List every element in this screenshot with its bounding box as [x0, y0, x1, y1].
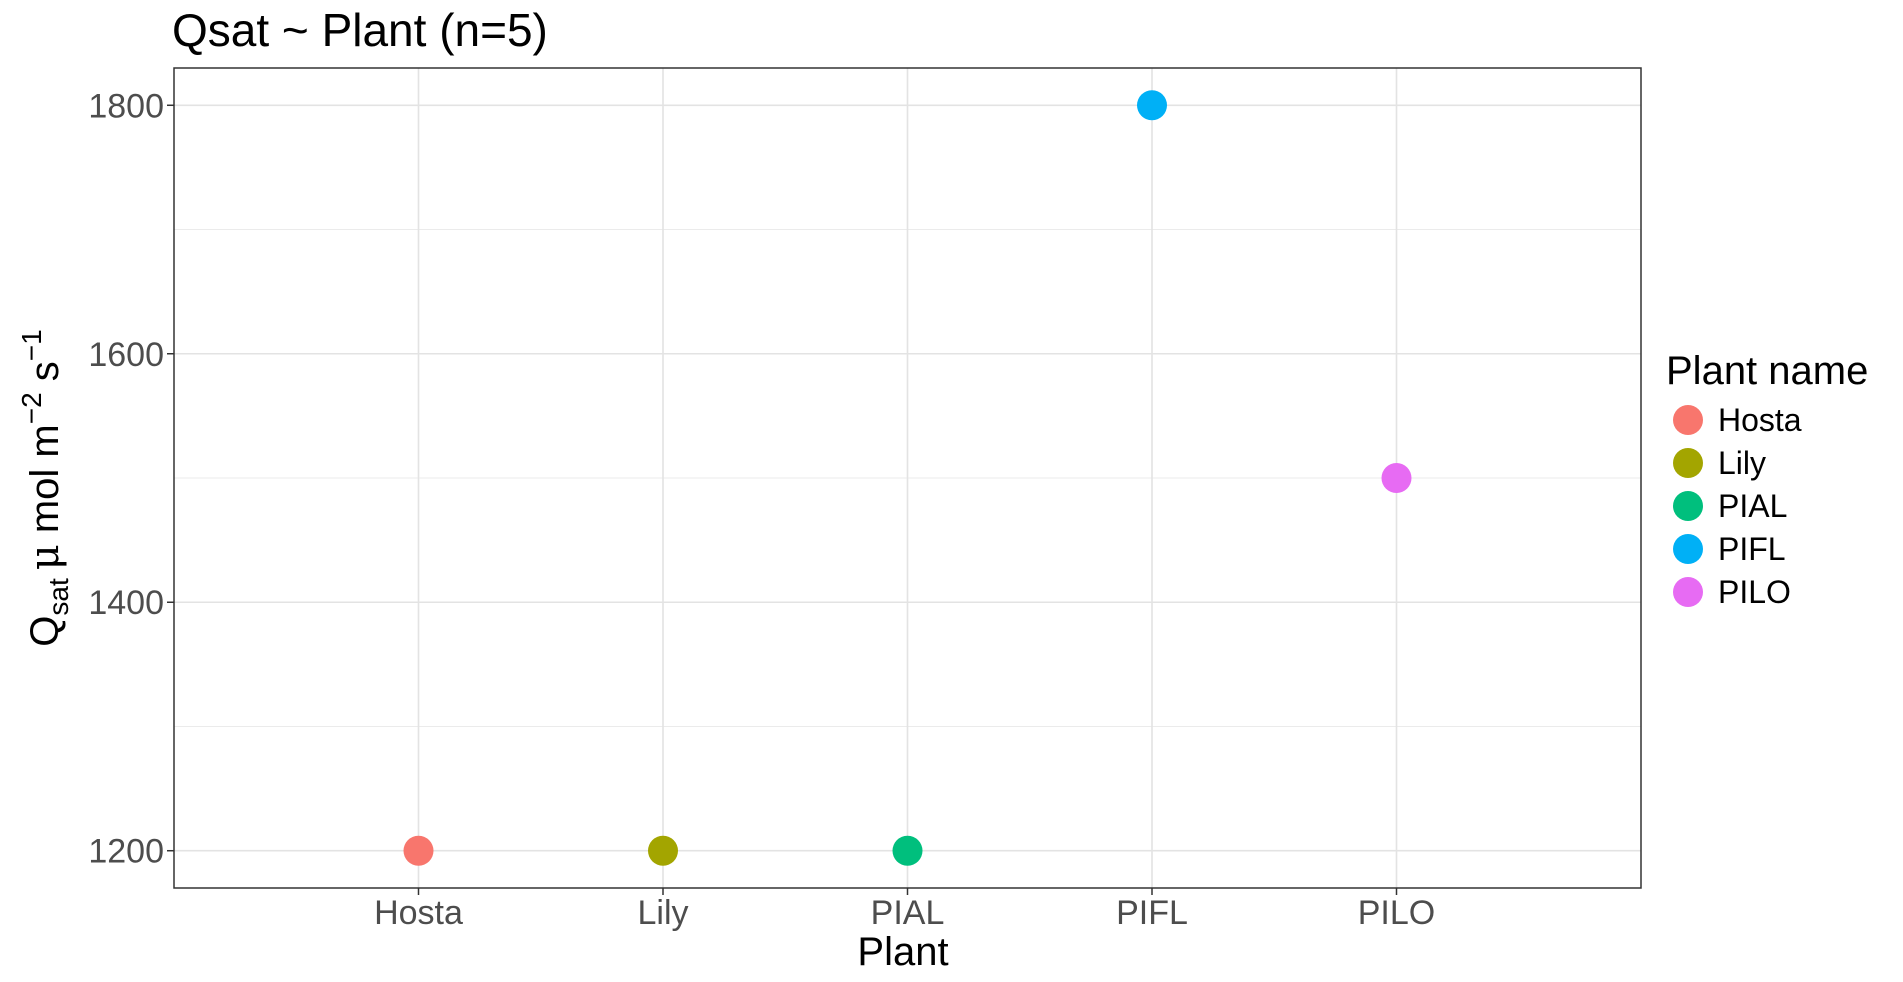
y-axis-ticks: 1200 1400 1600 1800: [88, 87, 174, 871]
x-tick-label: PIFL: [1116, 894, 1188, 932]
y-tick-label: 1200: [88, 833, 164, 871]
legend-title: Plant name: [1666, 349, 1868, 393]
data-point-hosta: [403, 835, 434, 866]
legend-key-pifl: [1673, 534, 1703, 564]
y-axis-label-s: s: [23, 361, 67, 392]
y-axis-label-sub: sat: [43, 578, 74, 616]
x-tick-label: PIAL: [871, 894, 945, 932]
x-tick-label: Lily: [637, 894, 688, 932]
legend-key-pial: [1673, 491, 1703, 521]
data-point-pilo: [1381, 463, 1412, 493]
x-tick-label: Hosta: [374, 894, 463, 932]
x-tick-label: PILO: [1358, 894, 1435, 932]
y-axis-label: Qsat μ mol m−2 s−1: [16, 329, 74, 646]
chart-title: Qsat ~ Plant (n=5): [172, 4, 548, 56]
legend-label-pial: PIAL: [1718, 488, 1787, 524]
legend-key-lily: [1673, 448, 1703, 478]
x-axis-label: Plant: [857, 930, 948, 974]
legend: Plant name Hosta Lily PIAL PIFL PILO: [1666, 349, 1868, 610]
y-tick-label: 1400: [88, 584, 164, 622]
legend-label-pifl: PIFL: [1718, 531, 1786, 567]
legend-label-pilo: PILO: [1718, 574, 1791, 610]
legend-key-hosta: [1673, 405, 1703, 435]
y-tick-label: 1600: [88, 336, 164, 374]
legend-label-lily: Lily: [1718, 445, 1766, 481]
legend-key-pilo: [1673, 577, 1703, 607]
y-axis-label-q: Q: [23, 616, 67, 647]
data-point-pifl: [1137, 90, 1167, 121]
y-axis-label-mu: μ: [22, 544, 68, 570]
x-axis-ticks: Hosta Lily PIAL PIFL PILO: [374, 888, 1435, 932]
data-points: [403, 90, 1412, 866]
data-point-lily: [648, 835, 678, 866]
legend-label-hosta: Hosta: [1718, 402, 1802, 438]
data-point-pial: [892, 835, 923, 866]
y-tick-label: 1800: [88, 87, 164, 125]
y-axis-label-exp2: −1: [16, 329, 47, 361]
y-axis-label-exp1: −2: [16, 392, 47, 424]
y-axis-label-mol: mol m: [23, 424, 67, 544]
legend-entries: Hosta Lily PIAL PIFL PILO: [1673, 402, 1802, 610]
